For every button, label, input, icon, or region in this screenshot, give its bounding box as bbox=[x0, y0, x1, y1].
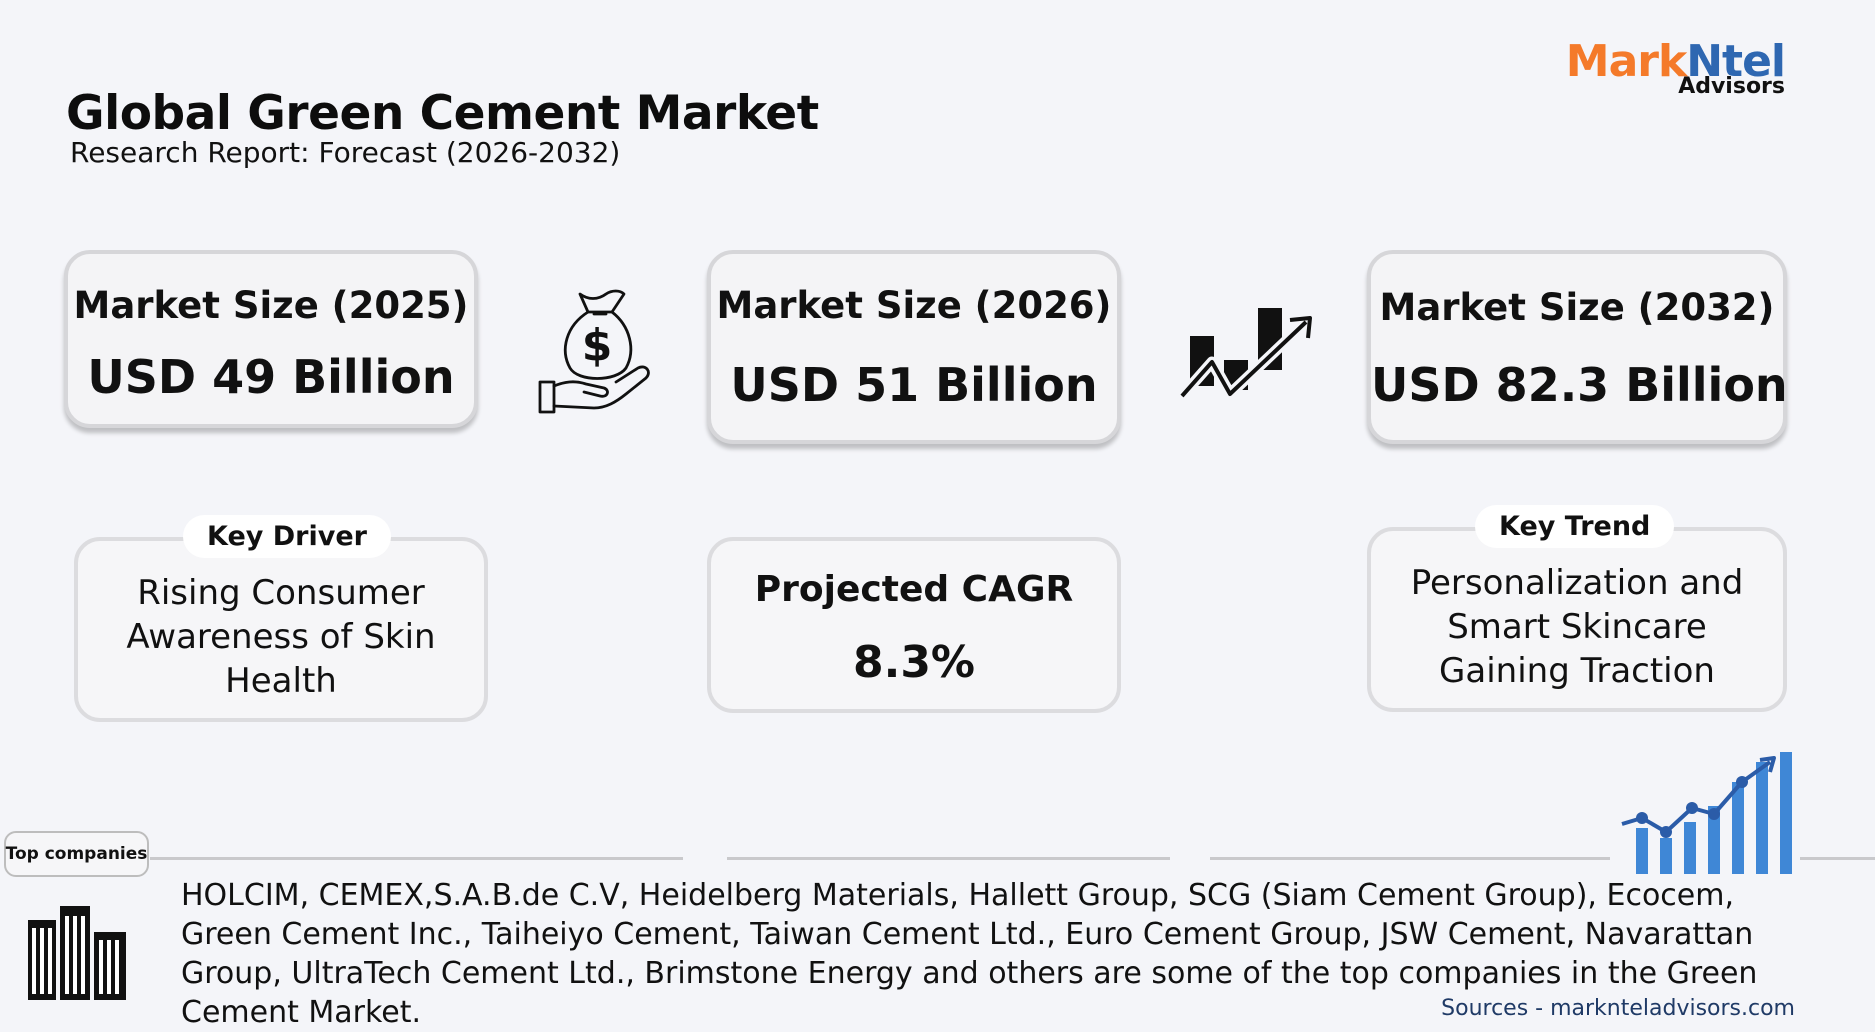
key-driver-tag: Key Driver bbox=[183, 515, 391, 558]
market-size-2032-label: Market Size (2032) bbox=[1379, 286, 1775, 329]
bar-chart-trend-icon bbox=[1621, 752, 1792, 874]
market-size-2026-value: USD 51 Billion bbox=[730, 358, 1098, 412]
market-size-2026-label: Market Size (2026) bbox=[716, 284, 1112, 327]
growth-arrow-icon bbox=[1178, 308, 1312, 400]
marknel-logo: MarkNtel Advisors bbox=[1565, 36, 1786, 106]
money-bag-hand-icon: $ bbox=[538, 289, 650, 414]
top-companies-tag: Top companies bbox=[4, 831, 149, 877]
divider-3 bbox=[1210, 857, 1610, 860]
market-size-2032-card: Market Size (2032) USD 82.3 Billion bbox=[1367, 250, 1788, 444]
key-trend-text: Personalization and Smart Skincare Gaini… bbox=[1410, 563, 1744, 691]
divider-2 bbox=[727, 857, 1170, 860]
market-size-2026-card: Market Size (2026) USD 51 Billion bbox=[707, 250, 1121, 444]
page-title: Global Green Cement Market bbox=[66, 86, 819, 141]
cagr-label: Projected CAGR bbox=[754, 569, 1074, 610]
key-trend-card: Personalization and Smart Skincare Gaini… bbox=[1367, 527, 1787, 712]
svg-text:$: $ bbox=[582, 320, 613, 371]
cagr-value: 8.3% bbox=[852, 637, 976, 688]
key-driver-text: Rising Consumer Awareness of Skin Health bbox=[126, 573, 436, 701]
market-size-2032-value: USD 82.3 Billion bbox=[1371, 358, 1788, 412]
divider-4 bbox=[1800, 857, 1875, 860]
top-companies-text: HOLCIM, CEMEX,S.A.B.de C.V, Heidelberg M… bbox=[181, 878, 1758, 1030]
logo-text-advisors: Advisors bbox=[1678, 74, 1785, 99]
key-trend-tag: Key Trend bbox=[1475, 505, 1675, 548]
market-size-2025-value: USD 49 Billion bbox=[87, 350, 455, 404]
sources-text: Sources - marknteladvisors.com bbox=[1441, 996, 1795, 1021]
page-subtitle: Research Report: Forecast (2026-2032) bbox=[70, 136, 621, 169]
key-driver-card: Rising Consumer Awareness of Skin Health bbox=[74, 537, 488, 722]
market-size-2025-card: Market Size (2025) USD 49 Billion bbox=[64, 250, 478, 428]
logo-text-mark: Mark bbox=[1565, 36, 1687, 87]
buildings-icon bbox=[28, 906, 126, 1000]
cagr-card: Projected CAGR 8.3% bbox=[707, 537, 1121, 713]
market-size-2025-label: Market Size (2025) bbox=[73, 284, 469, 327]
divider-1 bbox=[150, 857, 683, 860]
logo-text-ntel: Ntel bbox=[1686, 36, 1786, 87]
